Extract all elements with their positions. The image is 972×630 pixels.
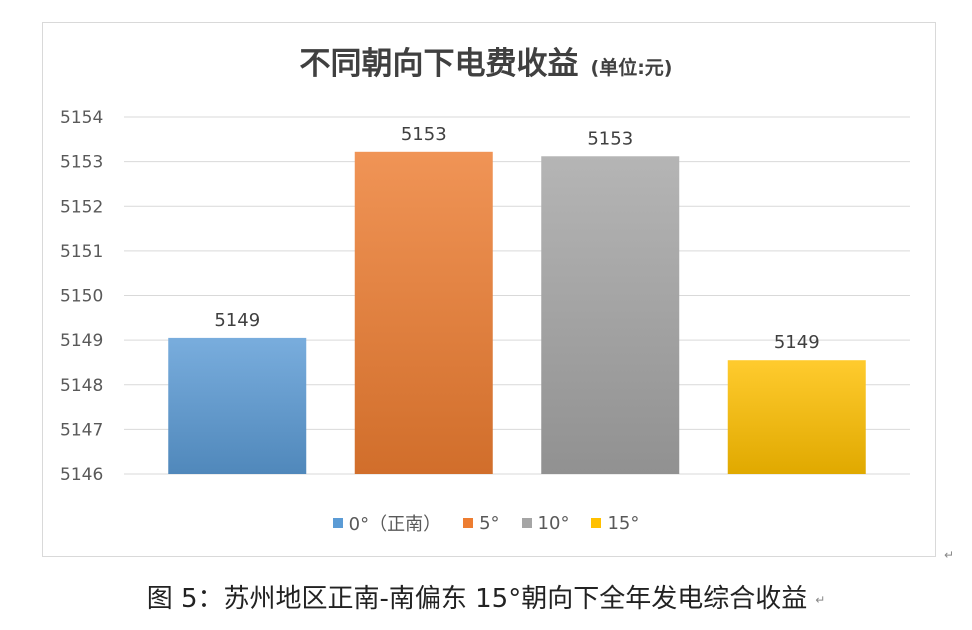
data-label: 5149 [214,310,260,331]
bar [541,156,680,474]
legend-label: 5° [479,512,500,534]
y-tick-label: 5152 [60,197,103,217]
y-tick-label: 5151 [60,242,103,262]
legend-item: 5° [463,510,500,536]
chart-title: 不同朝向下电费收益 (单位:元) [0,38,972,83]
data-label: 5153 [587,128,633,149]
caption-paragraph-mark: ↵ [815,592,826,607]
legend-swatch [521,518,532,528]
data-label: 5149 [774,332,820,353]
figure-caption-text: 图 5：苏州地区正南-南偏东 15°朝向下全年发电综合收益 [146,584,808,614]
y-tick-label: 5147 [60,420,103,440]
legend-label: 10° [537,512,570,534]
figure-caption: 图 5：苏州地区正南-南偏东 15°朝向下全年发电综合收益 ↵ [0,578,972,615]
chart-subtitle: (单位:元) [590,57,673,79]
data-label: 5153 [401,124,447,145]
legend-item: 15° [591,510,639,536]
y-tick-label: 5150 [60,287,103,307]
legend-item: 0°（正南） [332,510,442,536]
bar [727,360,866,474]
chart-legend: 0°（正南） 5° 10° 15° [0,510,972,536]
paragraph-mark: ↵ [944,548,955,562]
y-tick-label: 5148 [60,376,103,396]
legend-swatch [332,518,343,528]
legend-label: 15° [607,512,640,534]
y-tick-label: 5153 [60,153,103,173]
y-tick-label: 5149 [60,331,103,351]
bar [354,151,493,474]
chart-title-text: 不同朝向下电费收益 [299,46,579,82]
legend-label: 0°（正南） [348,514,442,535]
bar [168,337,307,474]
legend-item: 10° [521,510,570,536]
y-tick-label: 5146 [60,465,103,485]
y-tick-label: 5154 [60,108,103,128]
legend-swatch [591,518,602,528]
legend-swatch [463,518,474,528]
